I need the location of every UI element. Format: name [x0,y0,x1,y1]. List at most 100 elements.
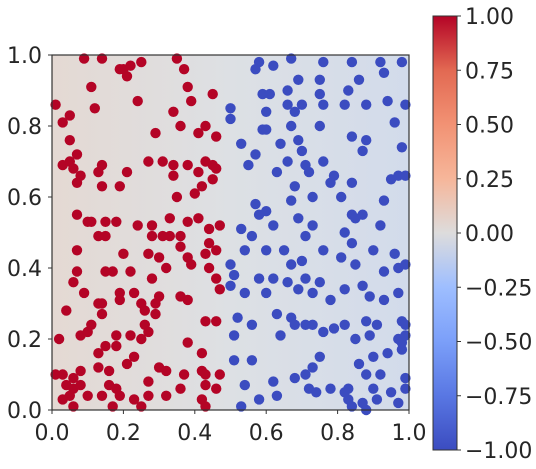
point-class-pos-84 [203,262,215,274]
point-class-neg-87 [400,259,411,270]
point-class-neg-62 [253,209,265,220]
point-class-pos-150 [68,401,79,412]
point-class-neg-139 [375,369,386,380]
point-class-neg-130 [314,351,325,362]
colorbar-tick-label-5: 0.25 [465,168,514,193]
point-class-pos-85 [211,273,222,284]
point-class-neg-147 [385,387,397,398]
colorbar-tick-label-3: −0.25 [465,276,532,301]
point-class-neg-156 [346,401,358,412]
point-class-neg-63 [293,213,304,224]
point-class-neg-117 [228,330,240,341]
point-class-pos-91 [182,294,193,306]
point-class-pos-52 [100,216,111,227]
point-class-pos-17 [207,88,218,100]
point-class-pos-80 [68,277,79,288]
point-class-neg-91 [282,277,293,288]
point-class-pos-75 [200,248,211,259]
point-class-pos-36 [157,156,168,167]
point-class-pos-11 [64,110,76,121]
point-class-neg-16 [343,85,354,96]
point-class-neg-102 [364,291,375,302]
point-class-pos-121 [103,365,115,377]
point-class-pos-124 [161,365,172,377]
point-class-pos-60 [203,223,215,235]
x-tick-label-4: 0.8 [320,421,355,446]
point-class-neg-89 [253,273,265,284]
point-class-pos-59 [214,220,225,231]
point-class-neg-135 [300,369,311,380]
point-class-neg-115 [400,319,411,330]
point-class-pos-69 [211,245,222,256]
point-class-neg-76 [278,245,290,256]
point-class-neg-49 [325,177,336,188]
point-class-neg-101 [339,284,350,295]
point-class-pos-81 [146,273,158,284]
point-class-pos-21 [193,127,204,139]
point-class-neg-45 [271,166,283,178]
point-class-neg-133 [246,355,258,366]
point-class-pos-107 [82,326,93,338]
y-tick-label-5: 1.0 [7,44,42,69]
point-class-pos-19 [150,127,161,139]
point-class-pos-143 [96,390,108,401]
point-class-pos-67 [175,241,186,252]
colorbar-tick-label-8: 1.00 [465,5,514,30]
point-class-neg-14 [282,85,293,96]
point-class-neg-69 [236,223,247,235]
point-class-pos-29 [68,163,79,174]
point-class-neg-81 [389,248,400,259]
point-class-pos-13 [89,103,101,114]
point-class-neg-39 [250,149,261,160]
point-class-pos-33 [96,181,108,192]
point-class-neg-17 [382,95,393,107]
point-class-pos-125 [178,369,190,380]
point-class-neg-92 [300,273,311,284]
y-tick-label-1: 0.2 [7,328,42,353]
point-class-pos-144 [114,390,126,401]
point-class-pos-20 [175,120,186,132]
point-class-pos-113 [182,337,193,348]
point-class-pos-146 [143,390,154,401]
point-class-neg-112 [361,316,372,327]
y-tick-label-2: 0.4 [7,257,42,282]
point-class-pos-8 [121,71,133,82]
point-class-neg-71 [300,230,311,242]
point-class-pos-111 [136,333,147,345]
point-class-neg-13 [264,88,275,100]
point-class-neg-3 [318,56,329,68]
point-class-neg-140 [400,372,411,384]
point-class-pos-47 [207,174,218,185]
x-tick-label-1: 0.2 [106,421,141,446]
point-class-neg-104 [393,287,404,299]
point-class-neg-42 [357,145,368,157]
point-class-pos-63 [146,230,158,242]
point-class-neg-118 [246,319,258,330]
point-class-pos-118 [128,351,140,362]
point-class-pos-32 [93,166,104,178]
point-class-pos-88 [128,287,140,299]
point-class-neg-44 [243,159,254,171]
point-class-neg-73 [346,238,358,249]
point-class-neg-40 [282,156,293,167]
point-class-pos-112 [143,326,154,338]
plot-frame [51,54,410,411]
point-class-neg-141 [239,379,250,391]
point-class-neg-105 [271,308,283,320]
point-class-neg-64 [268,220,279,231]
point-class-pos-101 [114,294,126,306]
point-class-pos-110 [53,333,65,345]
point-class-pos-78 [107,266,118,277]
point-class-neg-80 [368,245,379,256]
point-class-pos-145 [128,394,140,405]
point-class-neg-30 [286,120,297,132]
point-class-pos-130 [57,369,68,380]
point-class-neg-24 [339,99,350,110]
point-class-pos-39 [168,170,179,181]
point-class-neg-37 [275,138,286,149]
point-class-neg-93 [314,277,325,288]
point-class-neg-155 [236,401,247,412]
point-class-pos-131 [68,372,79,384]
colorbar-tick-label-4: 0.00 [465,222,514,247]
point-class-neg-8 [293,74,304,86]
